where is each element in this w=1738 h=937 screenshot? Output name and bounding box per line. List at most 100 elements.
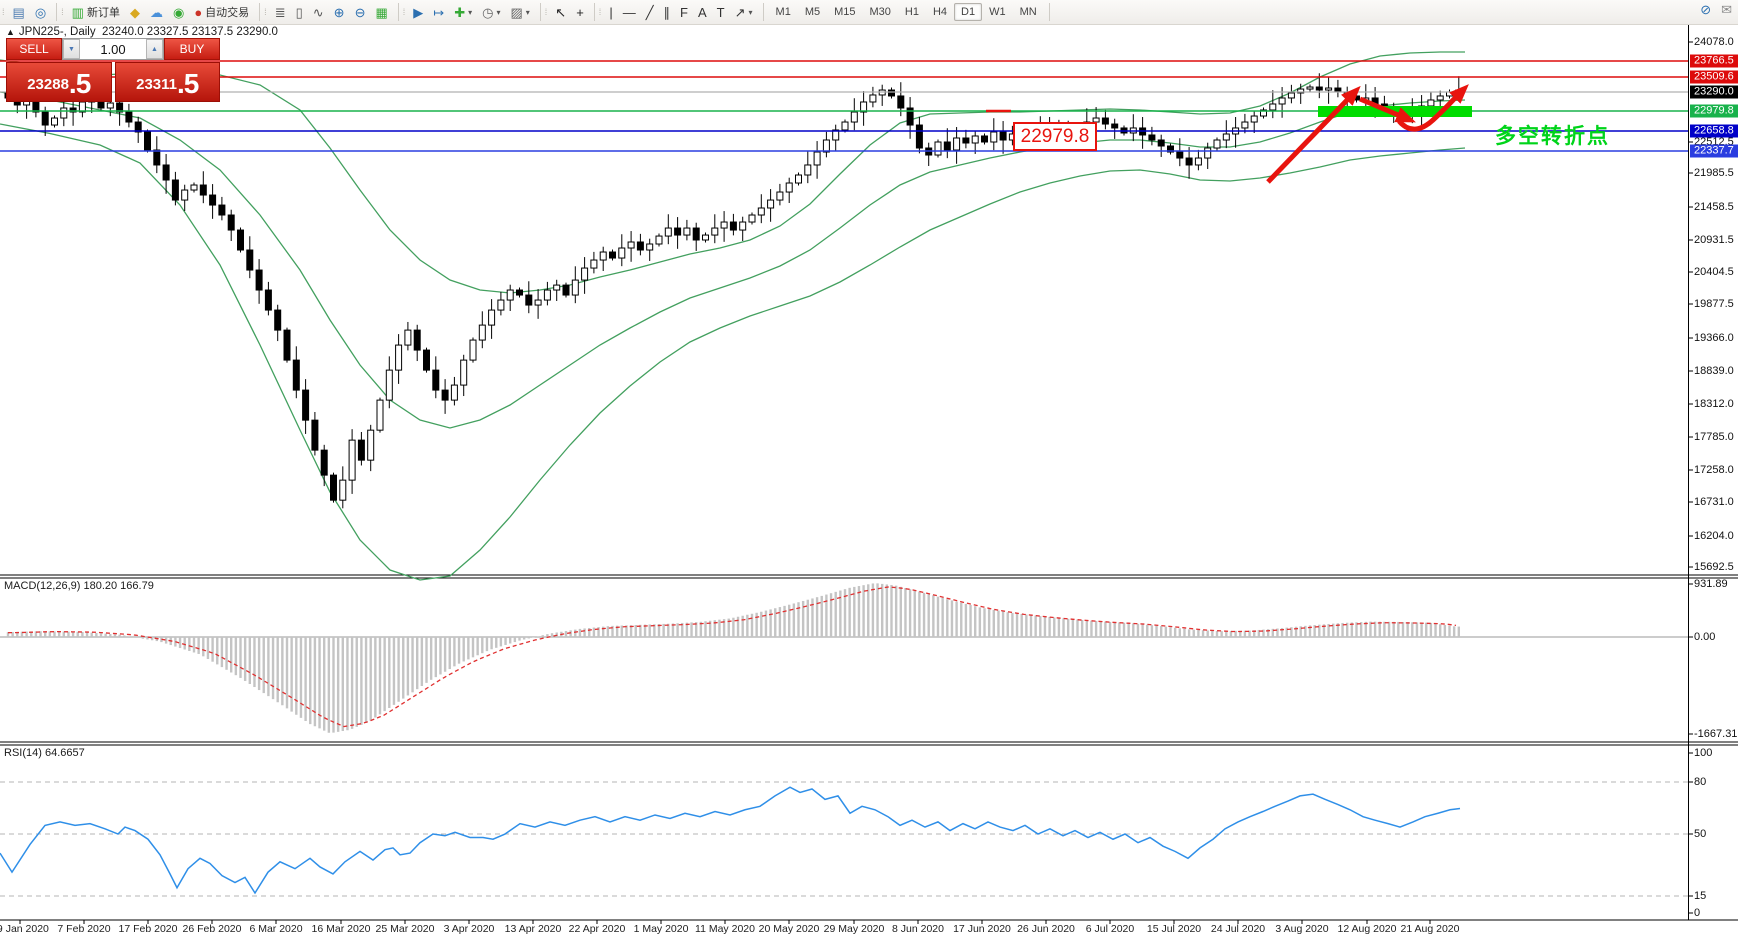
price-badge: 23509.6 — [1690, 70, 1738, 84]
fibonacci-button[interactable]: F — [675, 1, 693, 23]
line-chart-button[interactable]: ∿ — [308, 1, 329, 23]
periods-button[interactable]: ◷ ▾ — [477, 1, 505, 23]
axis-tick-label: 15 — [1694, 890, 1707, 902]
indicators-button[interactable]: ✚ ▾ — [449, 1, 477, 23]
axis-tick-label: 15692.5 — [1694, 561, 1734, 573]
axis-tick-label: 0.00 — [1694, 631, 1716, 643]
price-badge: 23290.0 — [1690, 85, 1738, 99]
chart-canvas[interactable] — [0, 24, 1738, 937]
date-label: 7 Feb 2020 — [57, 923, 111, 935]
timeframe-m30[interactable]: M30 — [869, 6, 891, 18]
sell-button[interactable]: SELL — [6, 38, 62, 60]
sell-price[interactable]: 23288.5 — [6, 62, 112, 102]
text-button[interactable]: A — [693, 1, 712, 23]
search-icon[interactable]: ⊘ — [1700, 2, 1712, 17]
mql5-market-icon: ◆ — [129, 4, 140, 20]
fibonacci-icon: F — [680, 4, 688, 20]
vertical-line-icon: | — [609, 4, 613, 20]
timeframe-w1[interactable]: W1 — [989, 6, 1006, 18]
channel-button[interactable]: ∥ — [659, 1, 676, 23]
mql5-market-button[interactable]: ◆ — [125, 1, 145, 23]
chevron-down-icon[interactable]: ▾ — [496, 7, 501, 17]
vertical-line-button[interactable]: | — [604, 1, 617, 23]
timeframe-h1[interactable]: H1 — [904, 6, 919, 18]
macd-label: MACD(12,26,9) 180.20 166.79 — [4, 580, 154, 592]
volume-input[interactable] — [80, 39, 146, 59]
chart-window-button[interactable]: ◎ — [30, 1, 51, 23]
zoom-in-button[interactable]: ⊕ — [329, 1, 350, 23]
date-label: 3 Apr 2020 — [443, 923, 495, 935]
timeframe-h4[interactable]: H4 — [932, 6, 948, 18]
arrows-icon: ↗ — [734, 4, 746, 20]
axis-tick-label: -1667.31 — [1694, 728, 1738, 740]
date-label: 11 May 2020 — [695, 923, 755, 935]
timeframe-mn[interactable]: MN — [1019, 6, 1037, 18]
chat-icon[interactable]: ✉ — [1721, 2, 1732, 17]
tile-windows-button[interactable]: ▦ — [370, 1, 392, 23]
sell-price-main: 23288 — [27, 76, 69, 93]
candlestick-chart-icon: ▯ — [295, 4, 303, 20]
timeframe-d1[interactable]: D1 — [954, 3, 983, 21]
timeframe-m15[interactable]: M15 — [834, 6, 856, 18]
text-label-button[interactable]: T — [712, 1, 730, 23]
candlestick-chart-button[interactable]: ▯ — [291, 1, 308, 23]
toolbar-drag-handle[interactable]: ⁞ — [402, 7, 405, 17]
date-label: 25 Mar 2020 — [375, 923, 435, 935]
trend-arrow-3[interactable] — [1397, 84, 1469, 132]
new-chart-button[interactable]: ▤ — [8, 1, 30, 23]
horizontal-line-button[interactable]: — — [618, 1, 641, 23]
trend-arrow-1[interactable] — [1266, 85, 1361, 184]
channel-icon: ∥ — [663, 4, 671, 20]
chevron-down-icon[interactable]: ▾ — [525, 7, 530, 17]
price-callout-box[interactable]: 22979.8 — [1013, 122, 1097, 151]
zoom-out-button[interactable]: ⊖ — [350, 1, 371, 23]
zoom-in-icon: ⊕ — [333, 4, 345, 20]
auto-scroll-button[interactable]: ▶ — [408, 1, 428, 23]
chevron-down-icon[interactable]: ▾ — [468, 7, 473, 17]
trend-arrow-2[interactable] — [1359, 96, 1416, 123]
date-label: 17 Jun 2020 — [953, 923, 1011, 935]
autotrading-button[interactable]: ● 自动交易 — [189, 1, 254, 23]
timeframe-m1[interactable]: M1 — [775, 6, 791, 18]
crosshair-icon: + — [576, 4, 584, 20]
auto-scroll-icon: ▶ — [413, 4, 424, 20]
toolbar-drag-handle[interactable]: ⁞ — [544, 7, 547, 17]
buy-button[interactable]: BUY — [164, 38, 220, 60]
toolbar-group: | — ╱ ∥ F A T ↗ ▾ — [601, 1, 760, 23]
date-label: 15 Jul 2020 — [1146, 923, 1202, 935]
axis-tick-label: 17258.0 — [1694, 464, 1734, 476]
axis-tick-label: 80 — [1694, 776, 1707, 788]
window-marker-icon: ▲ — [6, 27, 15, 37]
axis-tick-label: 18839.0 — [1694, 365, 1734, 377]
axis-tick-label: 21458.5 — [1694, 201, 1734, 213]
toolbar-group: ↖ + — [547, 1, 592, 23]
arrows-button[interactable]: ↗ ▾ — [730, 1, 758, 23]
symbol-period-label: JPN225-, Daily — [18, 26, 96, 38]
bar-chart-button[interactable]: ≣ — [270, 1, 291, 23]
templates-button[interactable]: ▨ ▾ — [505, 1, 534, 23]
date-label: 26 Feb 2020 — [182, 923, 242, 935]
new-order-button[interactable]: ▥ 新订单 — [67, 1, 125, 23]
community-button[interactable]: ☁ — [145, 1, 168, 23]
buy-price[interactable]: 23311.5 — [114, 62, 220, 102]
timeframe-m5[interactable]: M5 — [804, 6, 821, 18]
axis-tick-label: 100 — [1694, 747, 1713, 759]
date-label: 29 May 2020 — [823, 923, 885, 935]
volume-decrease-button[interactable]: ▼ — [63, 39, 80, 59]
toolbar-drag-handle[interactable]: ⁞ — [598, 7, 601, 17]
price-badge: 22979.8 — [1690, 104, 1738, 118]
toolbar-drag-handle[interactable]: ⁞ — [2, 7, 4, 17]
toolbar-drag-handle[interactable]: ⁞ — [264, 7, 266, 17]
volume-stepper: ▼ ▲ — [62, 38, 164, 60]
toolbar-drag-handle[interactable]: ⁞ — [61, 7, 63, 17]
chart-area[interactable]: ▲ JPN225-, Daily 23240.0 23327.5 23137.5 … — [0, 24, 1738, 937]
chart-shift-button[interactable]: ↦ — [428, 1, 449, 23]
signals-button[interactable]: ◉ — [168, 1, 189, 23]
chevron-down-icon[interactable]: ▾ — [748, 7, 753, 17]
volume-increase-button[interactable]: ▲ — [146, 39, 163, 59]
axis-tick-label: 19366.0 — [1694, 332, 1734, 344]
turning-point-note[interactable]: 多空转折点 — [1495, 125, 1610, 148]
cursor-button[interactable]: ↖ — [550, 1, 571, 23]
crosshair-button[interactable]: + — [571, 1, 589, 23]
trendline-button[interactable]: ╱ — [641, 1, 659, 23]
